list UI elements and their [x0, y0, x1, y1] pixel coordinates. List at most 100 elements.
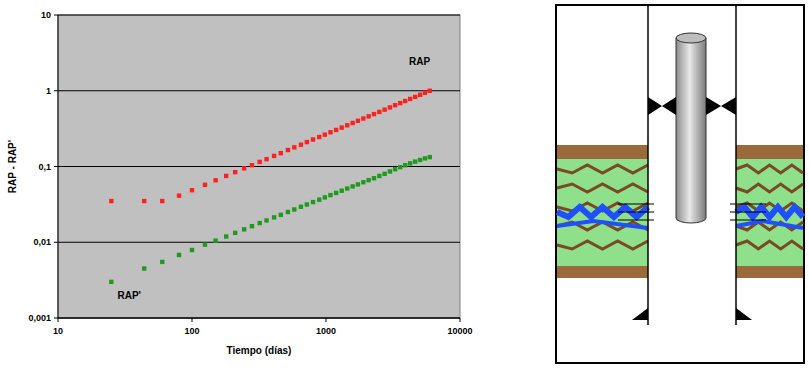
data-point	[328, 130, 332, 134]
data-point	[286, 210, 290, 214]
data-point	[393, 103, 397, 107]
data-point	[403, 163, 407, 167]
water-channel	[736, 221, 803, 228]
data-point	[413, 95, 417, 99]
data-point	[279, 213, 283, 217]
marks	[109, 89, 432, 285]
data-point	[377, 110, 381, 114]
data-point	[233, 231, 237, 235]
data-point	[190, 248, 194, 252]
data-point	[345, 186, 349, 190]
data-point	[382, 172, 386, 176]
series-1	[109, 155, 432, 284]
data-point	[203, 183, 207, 187]
grid-line	[58, 90, 460, 91]
streak	[736, 241, 803, 249]
y-tick-label: 0,01	[33, 237, 51, 247]
data-point	[233, 170, 237, 174]
data-point	[428, 155, 432, 159]
streak	[557, 241, 648, 249]
x-tick	[192, 318, 193, 322]
y-tick	[54, 90, 58, 91]
data-point	[413, 159, 417, 163]
data-point	[299, 142, 303, 146]
perforation	[730, 220, 766, 221]
shale-bottom	[736, 266, 803, 278]
data-point	[272, 154, 276, 158]
data-point	[423, 156, 427, 160]
perforation	[618, 220, 654, 221]
data-point	[160, 199, 164, 203]
data-point	[408, 97, 412, 101]
data-point	[366, 178, 370, 182]
water-channel	[557, 221, 648, 228]
data-point	[286, 148, 290, 152]
data-point	[418, 158, 422, 162]
data-point	[272, 215, 276, 219]
x-tick	[326, 318, 327, 322]
data-point	[142, 199, 146, 203]
data-point	[356, 182, 360, 186]
grid-line	[58, 15, 460, 16]
data-point	[292, 207, 296, 211]
data-point	[242, 166, 246, 170]
data-point	[311, 200, 315, 204]
data-point	[224, 174, 228, 178]
y-tick-label: 10	[41, 10, 51, 20]
x-axis-title: Tiempo (días)	[227, 345, 292, 356]
x-tick-label: 10	[53, 326, 63, 336]
packer	[721, 97, 736, 115]
data-point	[408, 161, 412, 165]
y-tick-label: 1	[46, 86, 51, 96]
data-point	[345, 123, 349, 127]
series-0	[109, 89, 432, 204]
data-point	[317, 197, 321, 201]
streak	[557, 184, 648, 192]
casing	[647, 6, 649, 325]
perforation	[730, 204, 766, 205]
data-point	[377, 174, 381, 178]
data-point	[250, 163, 254, 167]
x-tick-label: 1000	[316, 326, 336, 336]
data-point	[279, 151, 283, 155]
data-point	[423, 91, 427, 95]
shale-top	[557, 145, 648, 159]
packer	[706, 97, 721, 115]
x-tick-label: 10000	[447, 326, 472, 336]
x-tick	[460, 318, 461, 322]
chart: 0,0010,010,111010100100010000Tiempo (día…	[7, 10, 473, 356]
casing	[735, 6, 737, 325]
grid-line	[58, 242, 460, 243]
shale-bottom	[557, 266, 648, 278]
data-point	[382, 107, 386, 111]
data-point	[257, 160, 261, 164]
shale-top	[736, 145, 803, 159]
data-point	[334, 128, 338, 132]
grid-line	[58, 318, 460, 319]
canvas: 0,0010,010,111010100100010000Tiempo (día…	[0, 0, 809, 370]
data-point	[250, 224, 254, 228]
data-point	[109, 280, 113, 284]
streak	[736, 165, 803, 173]
data-point	[398, 165, 402, 169]
data-point	[350, 121, 354, 125]
tubing	[676, 38, 706, 223]
x-axis	[58, 318, 460, 319]
x-tick-label: 100	[184, 326, 199, 336]
data-point	[317, 135, 321, 139]
data-point	[190, 188, 194, 192]
data-point	[109, 199, 113, 203]
y-tick	[54, 242, 58, 243]
data-point	[366, 114, 370, 118]
streak	[557, 165, 648, 173]
casing-shoe	[632, 308, 648, 320]
series-label: RAP'	[117, 290, 141, 301]
data-point	[323, 195, 327, 199]
data-point	[393, 167, 397, 171]
data-point	[340, 125, 344, 129]
perforation	[618, 204, 654, 205]
data-point	[257, 221, 261, 225]
data-point	[350, 184, 354, 188]
y-axis	[58, 15, 59, 318]
y-tick	[54, 318, 58, 319]
